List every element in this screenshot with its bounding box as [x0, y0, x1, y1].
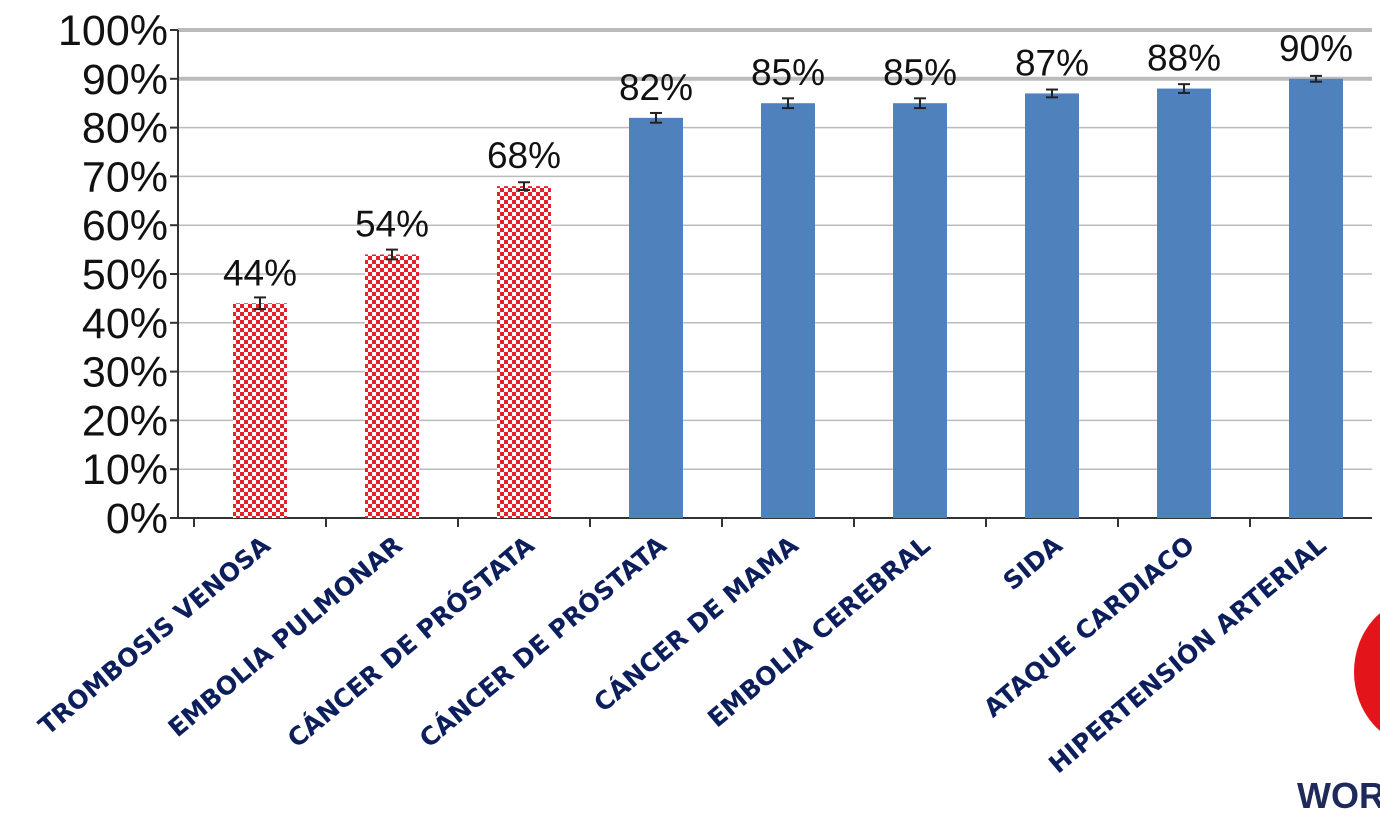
data-label: 44%: [223, 252, 297, 293]
x-tick-label: CÁNCER DE PRÓSTATA: [413, 529, 672, 753]
y-tick-label: 60%: [82, 202, 168, 250]
data-label: 87%: [1015, 42, 1089, 83]
bar: [629, 117, 683, 518]
bar: [761, 103, 815, 518]
y-tick-label: 80%: [82, 105, 168, 153]
y-tick-label: 90%: [82, 56, 168, 104]
logo-text: WOR: [1297, 775, 1380, 816]
bar: [893, 103, 947, 518]
y-tick-label: 50%: [82, 251, 168, 299]
bar: [1289, 78, 1343, 519]
bars: [233, 74, 1343, 519]
x-tick-label: ATAQUE CARDIACO: [978, 530, 1200, 723]
data-label: 85%: [751, 52, 825, 93]
y-tick-label: 30%: [82, 349, 168, 397]
brand-logo: WOR: [1297, 613, 1380, 816]
data-label: 85%: [883, 52, 957, 93]
data-label: 54%: [355, 203, 429, 244]
x-tick-label: EMBOLIA PULMONAR: [163, 530, 408, 742]
x-tick-label: CÁNCER DE PRÓSTATA: [281, 529, 540, 753]
data-labels: 44% 54% 68% 82% 85% 85% 87% 88% 90%: [223, 28, 1353, 293]
y-tick-label: 100%: [58, 7, 168, 55]
bar: [1157, 88, 1211, 518]
y-tick-label: 70%: [82, 153, 168, 201]
bar: [1025, 93, 1079, 518]
bar: [233, 303, 287, 518]
y-tick-label: 10%: [82, 446, 168, 494]
x-tick-label: HIPERTENSIÓN ARTERIAL: [1043, 530, 1332, 780]
y-tick-label: 20%: [82, 397, 168, 445]
bar: [365, 254, 419, 519]
y-tick-label: 0%: [106, 495, 168, 543]
y-tick-label: 40%: [82, 300, 168, 348]
data-label: 68%: [487, 135, 561, 176]
x-tick-label: EMBOLIA CEREBRAL: [702, 530, 936, 733]
bar: [497, 186, 551, 518]
x-tick-label: TROMBOSIS VENOSA: [33, 530, 276, 741]
data-label: 82%: [619, 67, 693, 108]
data-label: 90%: [1279, 28, 1353, 69]
data-label: 88%: [1147, 38, 1221, 79]
logo-circle-icon: [1354, 613, 1380, 731]
axes: 0%10%20%30%40%50%60%70%80%90%100%: [58, 7, 1372, 543]
x-tick-label: SIDA: [998, 530, 1069, 596]
